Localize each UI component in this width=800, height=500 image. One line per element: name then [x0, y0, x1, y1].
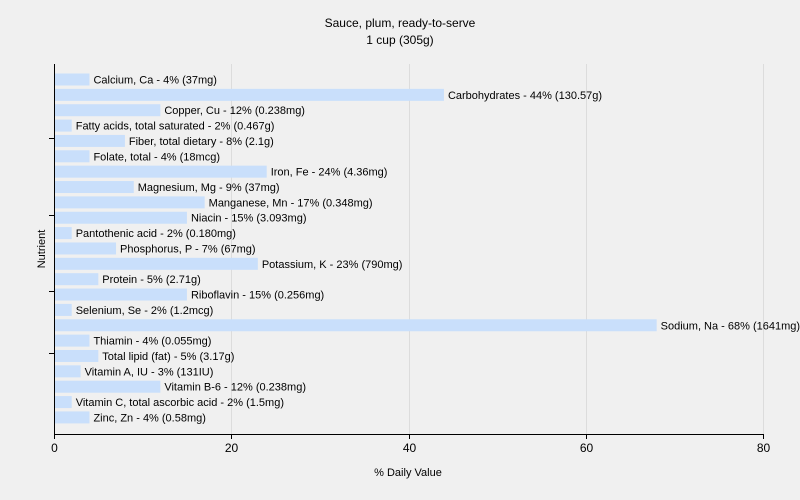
- bar-label: Phosphorus, P - 7% (67mg): [120, 243, 256, 255]
- bar: [55, 134, 125, 147]
- bar: [55, 104, 161, 117]
- bar: [55, 227, 72, 240]
- bar-label: Folate, total - 4% (18mcg): [93, 151, 220, 163]
- bar-label: Zinc, Zn - 4% (0.58mg): [93, 412, 205, 424]
- bar: [55, 411, 90, 424]
- bar-label: Niacin - 15% (3.093mg): [191, 213, 307, 225]
- bar: [55, 165, 267, 178]
- bar: [55, 365, 81, 378]
- bar-label: Vitamin B-6 - 12% (0.238mg): [164, 382, 306, 394]
- grid-lines: [231, 64, 764, 434]
- bar: [55, 257, 258, 270]
- bar-label: Fatty acids, total saturated - 2% (0.467…: [76, 121, 275, 133]
- bar: [55, 242, 117, 255]
- bar-label: Magnesium, Mg - 9% (37mg): [138, 182, 280, 194]
- bar-label: Thiamin - 4% (0.055mg): [93, 336, 211, 348]
- bar-label: Calcium, Ca - 4% (37mg): [93, 75, 216, 87]
- x-tick-label: 40: [403, 441, 417, 455]
- bars-group: Calcium, Ca - 4% (37mg) Carbohydrates - 4…: [55, 73, 800, 424]
- x-tick-label: 80: [757, 441, 771, 455]
- bar: [55, 196, 205, 209]
- axes-group: 0 20 40 60 80: [49, 64, 770, 455]
- bar: [55, 288, 187, 301]
- x-tick-label: 20: [225, 441, 239, 455]
- bar-label: Pantothenic acid - 2% (0.180mg): [76, 228, 236, 240]
- bar-label: Sodium, Na - 68% (1641mg): [661, 320, 800, 332]
- chart-title: Sauce, plum, ready-to-serve: [325, 16, 476, 30]
- bar: [55, 181, 134, 194]
- bar-label: Carbohydrates - 44% (130.57g): [448, 90, 602, 102]
- bar: [55, 380, 161, 393]
- bar: [55, 119, 72, 132]
- x-tick-label: 0: [51, 441, 58, 455]
- bar: [55, 319, 657, 332]
- chart-subtitle: 1 cup (305g): [366, 33, 433, 47]
- bar-label: Fiber, total dietary - 8% (2.1g): [129, 136, 274, 148]
- bar: [55, 396, 72, 409]
- bar-label: Selenium, Se - 2% (1.2mcg): [76, 305, 214, 317]
- y-axis-title: Nutrient: [36, 230, 48, 269]
- bar: [55, 273, 99, 286]
- bar-label: Copper, Cu - 12% (0.238mg): [164, 105, 305, 117]
- bar-label: Riboflavin - 15% (0.256mg): [191, 290, 324, 302]
- bar: [55, 303, 72, 316]
- bar-label: Iron, Fe - 24% (4.36mg): [271, 167, 388, 179]
- bar-label: Vitamin A, IU - 3% (131IU): [85, 366, 214, 378]
- bar: [55, 73, 90, 86]
- bar-label: Manganese, Mn - 17% (0.348mg): [209, 197, 373, 209]
- bar-label: Potassium, K - 23% (790mg): [262, 259, 403, 271]
- x-axis-title: % Daily Value: [374, 467, 442, 479]
- bar: [55, 88, 444, 101]
- x-tick-label: 60: [580, 441, 594, 455]
- bar: [55, 211, 187, 224]
- bar-label: Vitamin C, total ascorbic acid - 2% (1.5…: [76, 397, 284, 409]
- bar-label: Total lipid (fat) - 5% (3.17g): [102, 351, 234, 363]
- bar-label: Protein - 5% (2.71g): [102, 274, 200, 286]
- bar: [55, 334, 90, 347]
- bar: [55, 349, 99, 362]
- bar: [55, 150, 90, 163]
